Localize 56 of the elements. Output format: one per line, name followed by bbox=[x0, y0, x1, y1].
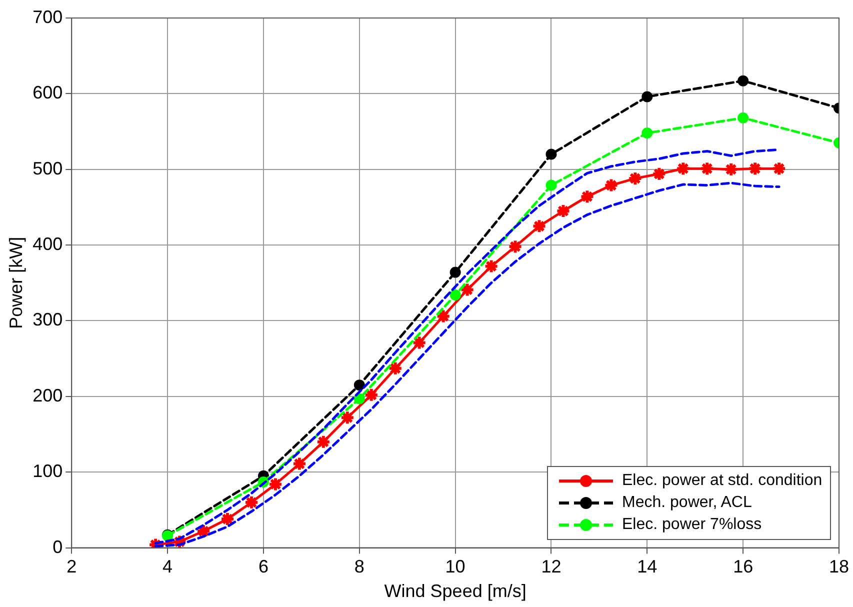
point bbox=[340, 410, 355, 426]
point bbox=[772, 161, 787, 176]
y-tick-label: 600 bbox=[32, 82, 63, 103]
y-tick-label: 700 bbox=[32, 6, 63, 27]
point bbox=[700, 161, 715, 176]
x-tick-label: 4 bbox=[162, 556, 173, 577]
point bbox=[244, 494, 259, 510]
point bbox=[388, 360, 403, 376]
point bbox=[220, 512, 236, 527]
point bbox=[724, 162, 739, 177]
point bbox=[628, 170, 643, 186]
x-tick-label: 10 bbox=[445, 556, 466, 577]
point bbox=[738, 112, 749, 124]
point bbox=[354, 380, 365, 391]
y-axis-title: Power [kW] bbox=[6, 236, 26, 329]
point bbox=[580, 189, 595, 204]
x-tick-label: 6 bbox=[258, 556, 268, 577]
point bbox=[546, 180, 557, 191]
point bbox=[484, 258, 499, 274]
point bbox=[412, 335, 427, 350]
y-tick-label: 0 bbox=[52, 536, 63, 557]
point bbox=[676, 161, 691, 176]
point bbox=[738, 75, 749, 86]
y-tick-label: 200 bbox=[32, 385, 63, 406]
point bbox=[642, 91, 653, 102]
point bbox=[508, 239, 523, 254]
x-tick-label: 14 bbox=[637, 556, 658, 577]
y-tick-label: 500 bbox=[32, 158, 63, 178]
point bbox=[460, 282, 475, 298]
point bbox=[748, 161, 763, 176]
point bbox=[316, 434, 331, 450]
point bbox=[450, 266, 461, 278]
x-tick-label: 2 bbox=[66, 556, 77, 577]
y-tick-label: 100 bbox=[32, 461, 63, 482]
legend-label: Elec. power at std. condition bbox=[622, 470, 822, 491]
point bbox=[652, 166, 667, 182]
x-axis-title: Wind Speed [m/s] bbox=[384, 581, 526, 602]
point bbox=[436, 308, 451, 324]
x-tick-label: 8 bbox=[354, 556, 364, 577]
point bbox=[556, 204, 571, 218]
legend-label: Mech. power, ACL bbox=[622, 492, 752, 513]
point bbox=[546, 148, 557, 160]
y-tick-label: 400 bbox=[32, 234, 63, 254]
point bbox=[642, 128, 653, 139]
x-tick-label: 12 bbox=[541, 556, 562, 577]
point bbox=[292, 456, 307, 472]
point bbox=[450, 290, 461, 301]
point bbox=[604, 178, 619, 193]
x-tick-label: 18 bbox=[828, 556, 850, 577]
point bbox=[268, 476, 283, 492]
point bbox=[364, 387, 379, 402]
legend-label: Elec. power 7%loss bbox=[622, 514, 762, 535]
point bbox=[532, 218, 547, 234]
x-tick-label: 16 bbox=[733, 556, 754, 577]
y-tick-label: 300 bbox=[32, 310, 63, 330]
point bbox=[354, 393, 365, 404]
